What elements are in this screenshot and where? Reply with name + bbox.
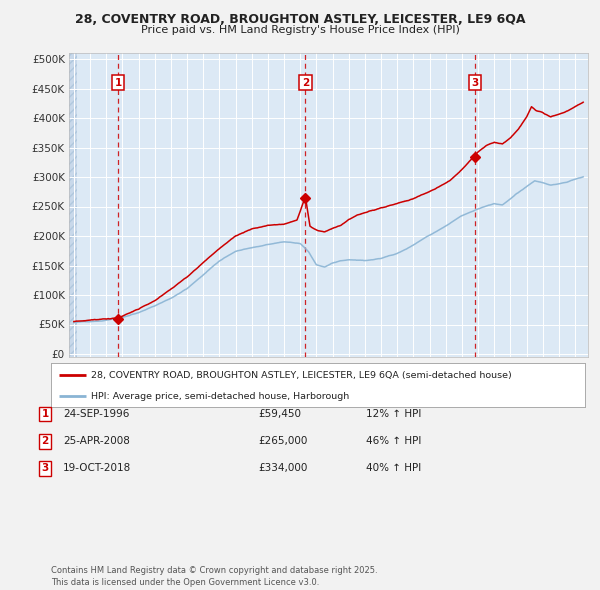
Text: 1: 1 — [115, 78, 122, 87]
Text: 2: 2 — [302, 78, 309, 87]
Text: Contains HM Land Registry data © Crown copyright and database right 2025.
This d: Contains HM Land Registry data © Crown c… — [51, 566, 377, 587]
Text: 40% ↑ HPI: 40% ↑ HPI — [366, 464, 421, 473]
Text: 24-SEP-1996: 24-SEP-1996 — [63, 409, 130, 419]
Text: Price paid vs. HM Land Registry's House Price Index (HPI): Price paid vs. HM Land Registry's House … — [140, 25, 460, 35]
Text: 25-APR-2008: 25-APR-2008 — [63, 437, 130, 446]
Text: 28, COVENTRY ROAD, BROUGHTON ASTLEY, LEICESTER, LE9 6QA (semi-detached house): 28, COVENTRY ROAD, BROUGHTON ASTLEY, LEI… — [91, 371, 512, 380]
Text: 28, COVENTRY ROAD, BROUGHTON ASTLEY, LEICESTER, LE9 6QA: 28, COVENTRY ROAD, BROUGHTON ASTLEY, LEI… — [75, 13, 525, 26]
Text: 46% ↑ HPI: 46% ↑ HPI — [366, 437, 421, 446]
Text: 12% ↑ HPI: 12% ↑ HPI — [366, 409, 421, 419]
Text: 3: 3 — [41, 464, 49, 473]
Text: £59,450: £59,450 — [258, 409, 301, 419]
Text: 1: 1 — [41, 409, 49, 419]
Text: 2: 2 — [41, 437, 49, 446]
Text: 19-OCT-2018: 19-OCT-2018 — [63, 464, 131, 473]
Text: 3: 3 — [471, 78, 478, 87]
Bar — [69, 53, 77, 357]
Text: £265,000: £265,000 — [258, 437, 307, 446]
Text: HPI: Average price, semi-detached house, Harborough: HPI: Average price, semi-detached house,… — [91, 392, 349, 401]
Text: £334,000: £334,000 — [258, 464, 307, 473]
